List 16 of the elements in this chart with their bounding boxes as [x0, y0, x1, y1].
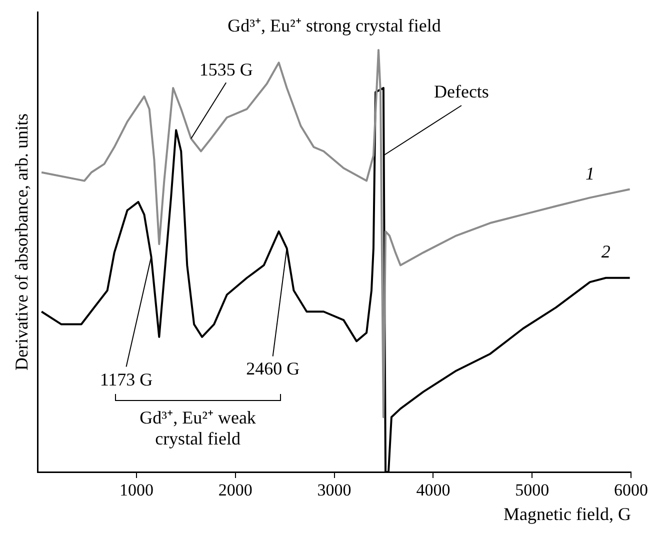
- text: Gd³⁺, Eu²⁺ strong crystal field: [228, 15, 441, 36]
- x-tick-label: 3000: [317, 480, 352, 500]
- y-axis-title: Derivative of absorbance, arb. units: [12, 114, 32, 370]
- x-tick-label: 5000: [515, 480, 550, 500]
- x-tick-label: 1000: [120, 480, 154, 500]
- annotation: 1535 G: [199, 59, 253, 80]
- x-axis-title: Magnetic field, G: [504, 504, 631, 524]
- x-tick-label: 4000: [416, 480, 450, 500]
- x-tick-label: 2000: [218, 480, 252, 500]
- series-label: 2: [601, 242, 610, 262]
- series-label: 1: [585, 163, 594, 184]
- x-tick-label: 6000: [614, 480, 648, 500]
- annotation: Defects: [434, 82, 489, 103]
- annotation: 1173 G: [100, 369, 153, 390]
- annotation: Gd³⁺, Eu²⁺ weak crystal field: [138, 408, 257, 449]
- annotation: 2460 G: [246, 358, 300, 380]
